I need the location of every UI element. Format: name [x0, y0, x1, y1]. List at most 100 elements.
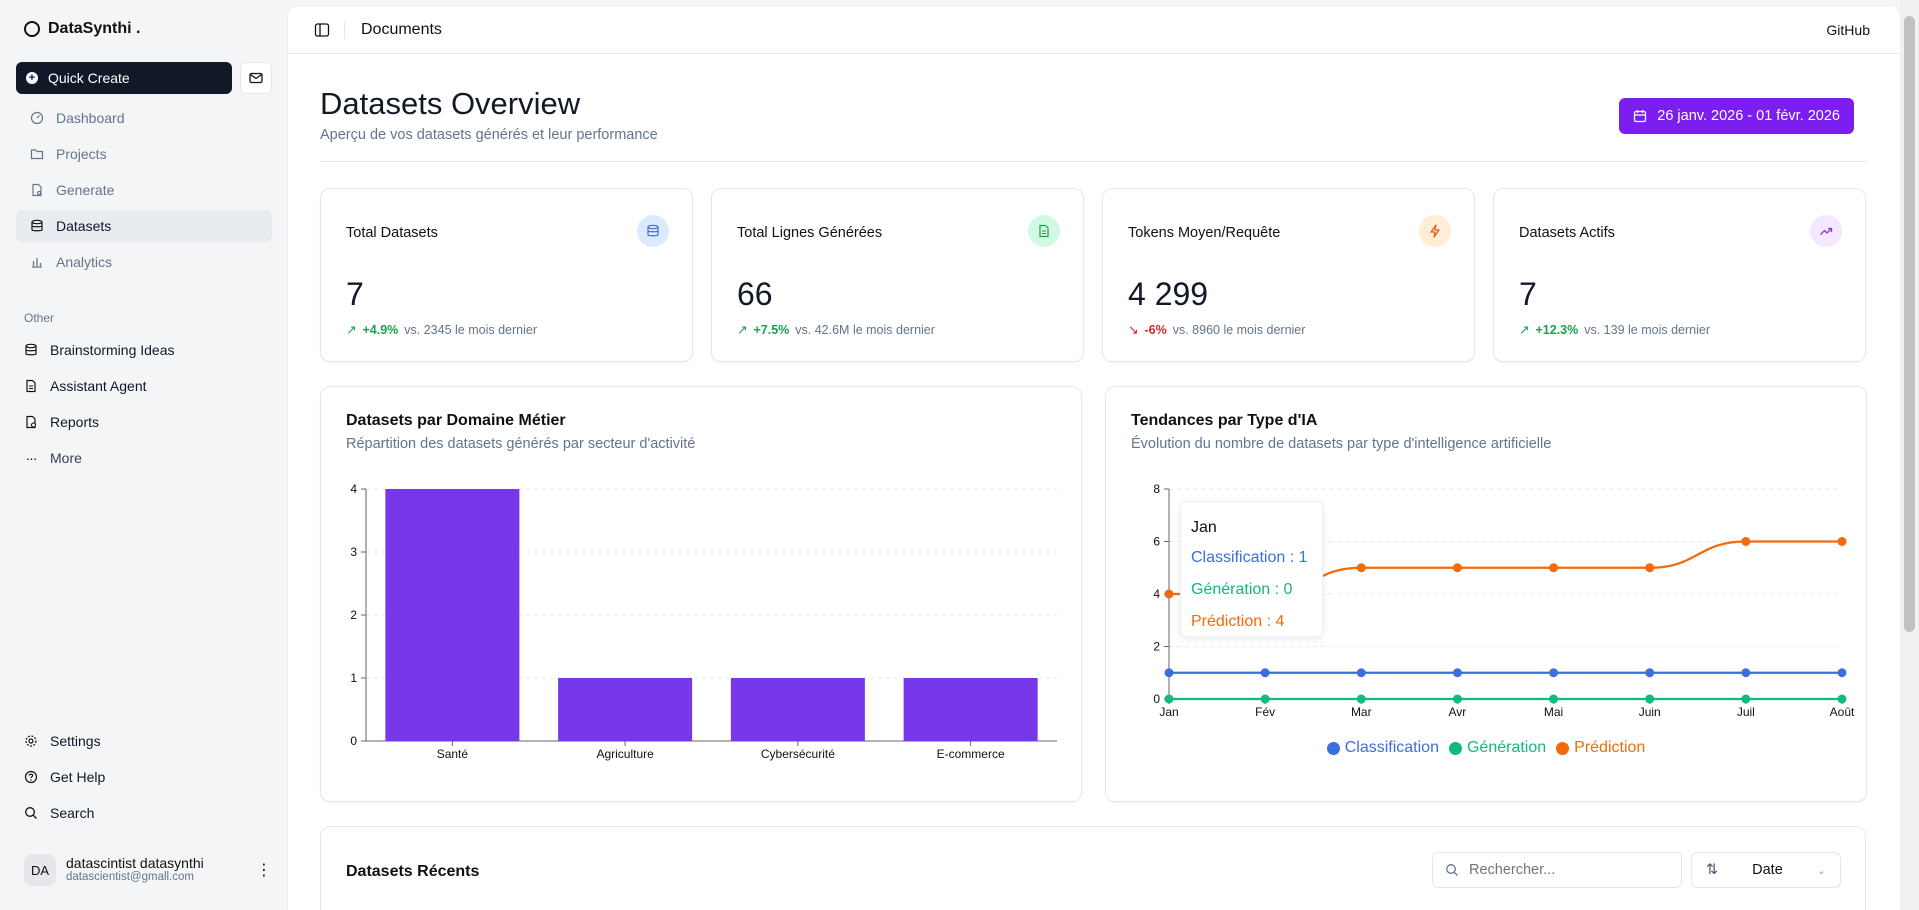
nav-label: Reports — [50, 414, 100, 430]
legend-item-classification[interactable]: Classification — [1326, 739, 1439, 757]
chevron-down-icon: ⌄ — [1816, 864, 1826, 877]
database-icon — [647, 224, 659, 237]
series-point-classification — [1164, 668, 1174, 678]
x-tick-label: Cybersécurité — [761, 747, 835, 761]
nav-item-generate[interactable]: Generate — [16, 174, 272, 206]
brand-name: DataSynthi . — [48, 20, 141, 37]
stat-card-active-datasets: Datasets Actifs 7 ↗ +12.3% vs. 139 le mo… — [1493, 188, 1866, 362]
stat-delta-percent: +4.9% — [362, 322, 399, 337]
brand-logo-icon — [24, 21, 40, 37]
nav-label: Analytics — [56, 254, 113, 270]
nav-item-reports[interactable]: Reports — [16, 406, 272, 438]
brand[interactable]: DataSynthi . — [24, 20, 140, 38]
domain-chart-card: 0 1 2 3 4 Santé Agriculture Cybersécurité E-comm… — [320, 386, 1082, 802]
series-point-generation — [1549, 694, 1559, 704]
y-tick-label: 2 — [1153, 640, 1160, 654]
legend-dot — [1448, 741, 1462, 755]
scrollbar-thumb[interactable] — [1904, 16, 1915, 632]
date-range-picker[interactable]: 26 janv. 2026 - 01 févr. 2026 — [1619, 98, 1854, 134]
quick-create-row: + Quick Create — [16, 62, 272, 94]
dashboard-icon — [30, 111, 44, 125]
nav-item-search[interactable]: Search — [16, 797, 272, 829]
nav-label: Assistant Agent — [50, 378, 147, 394]
stat-value: 7 — [346, 276, 364, 312]
series-point-generation — [1356, 694, 1366, 704]
sort-select[interactable]: ⇅ Date ⌄ — [1691, 852, 1841, 888]
legend-dot — [1326, 741, 1340, 755]
stat-value: 4 299 — [1128, 276, 1209, 312]
stat-badge — [1810, 215, 1842, 247]
y-tick-label: 6 — [1153, 535, 1160, 549]
help-icon — [24, 770, 38, 784]
bar-cybersécurité — [730, 678, 865, 741]
nav-item-brainstorming[interactable]: Brainstorming Ideas — [16, 334, 272, 366]
card-title: Datasets Récents — [346, 863, 480, 880]
series-point-classification — [1645, 668, 1655, 678]
nav-label: Get Help — [50, 769, 106, 785]
nav-item-datasets[interactable]: Datasets — [16, 210, 272, 242]
file-icon — [24, 379, 38, 393]
nav-item-analytics[interactable]: Analytics — [16, 246, 272, 278]
x-tick-label: Santé — [437, 747, 469, 761]
bottom-nav: Settings Get Help Search — [16, 725, 272, 833]
ai-trend-line-chart: 0 2 4 6 8 Jan Fév Mar Avr Mai Juin Juil Août — [1153, 482, 1855, 719]
search-input[interactable] — [1469, 862, 1659, 878]
series-point-classification — [1356, 668, 1366, 678]
trend-up-icon: ↗ — [1519, 323, 1530, 337]
nav-item-dashboard[interactable]: Dashboard — [16, 102, 272, 134]
main-nav: Dashboard Projects Generate Datasets Ana… — [16, 102, 272, 282]
user-menu[interactable]: DA datascintist datasynthi datascientist… — [16, 850, 272, 890]
nav-item-assistant-agent[interactable]: Assistant Agent — [16, 370, 272, 402]
legend-item-generation[interactable]: Génération — [1448, 739, 1546, 757]
x-tick-label: Juil — [1737, 705, 1755, 719]
x-tick-label: Août — [1830, 705, 1855, 719]
trend-up-icon: ↗ — [346, 323, 357, 337]
stat-card-total-datasets: Total Datasets 7 ↗ +4.9% vs. 2345 le moi… — [320, 188, 693, 362]
file-gear-icon — [30, 183, 44, 197]
domain-bar-chart: 0 1 2 3 4 Santé Agriculture Cybersécurité E-comm… — [350, 482, 1057, 761]
nav-item-more[interactable]: ··· More — [16, 442, 272, 474]
sidebar-toggle-icon[interactable] — [314, 22, 330, 38]
tooltip-month: Jan — [1191, 519, 1217, 536]
inbox-button[interactable] — [240, 62, 272, 94]
stat-delta-compare: vs. 42.6M le mois dernier — [795, 322, 935, 337]
series-point-prediction — [1452, 563, 1462, 573]
lightning-icon — [1430, 224, 1440, 238]
stat-delta-percent: -6% — [1144, 322, 1167, 337]
quick-create-button[interactable]: + Quick Create — [16, 62, 232, 94]
calendar-icon — [1634, 110, 1647, 123]
trending-up-icon — [1820, 227, 1833, 235]
plus-circle-icon: + — [26, 72, 38, 84]
nav-label: Projects — [56, 146, 107, 162]
search-icon — [24, 806, 38, 820]
legend-dot — [1556, 741, 1570, 755]
ai-trend-chart-card: 0 2 4 6 8 Jan Fév Mar Avr Mai Juin Juil Août Tendanc… — [1105, 386, 1867, 802]
nav-item-get-help[interactable]: Get Help — [16, 761, 272, 793]
date-range-label: 26 janv. 2026 - 01 févr. 2026 — [1657, 108, 1840, 124]
legend-item-prediction[interactable]: Prédiction — [1556, 739, 1645, 757]
stat-badge — [637, 215, 669, 247]
stat-label: Total Lignes Générées — [737, 225, 883, 241]
stat-card-avg-tokens: Tokens Moyen/Requête 4 299 ↘ -6% vs. 896… — [1102, 188, 1475, 362]
main-content: Documents GitHub Datasets Overview Aperç… — [288, 6, 1900, 910]
nav-item-settings[interactable]: Settings — [16, 725, 272, 757]
x-tick-label: Agriculture — [596, 747, 654, 761]
stat-delta-compare: vs. 2345 le mois dernier — [404, 322, 537, 337]
github-link[interactable]: GitHub — [1826, 21, 1870, 38]
page-subtitle: Aperçu de vos datasets générés et leur p… — [320, 127, 658, 143]
nav-label: Datasets — [56, 218, 112, 234]
legend-label: Prédiction — [1574, 739, 1646, 756]
header-divider — [320, 161, 1866, 162]
series-point-prediction — [1645, 563, 1655, 573]
search-box[interactable] — [1432, 852, 1682, 888]
series-point-prediction — [1741, 537, 1751, 546]
recent-datasets-card: Datasets Récents ⇅ Date ⌄ — [320, 826, 1866, 910]
kebab-menu-icon[interactable]: ⋮ — [256, 862, 272, 879]
database-icon — [30, 219, 44, 233]
database-icon — [24, 343, 38, 357]
y-tick-label: 3 — [350, 545, 357, 559]
legend-label: Classification — [1344, 739, 1439, 756]
nav-label: More — [50, 450, 82, 466]
scrollbar[interactable] — [1900, 0, 1919, 910]
nav-item-projects[interactable]: Projects — [16, 138, 272, 170]
